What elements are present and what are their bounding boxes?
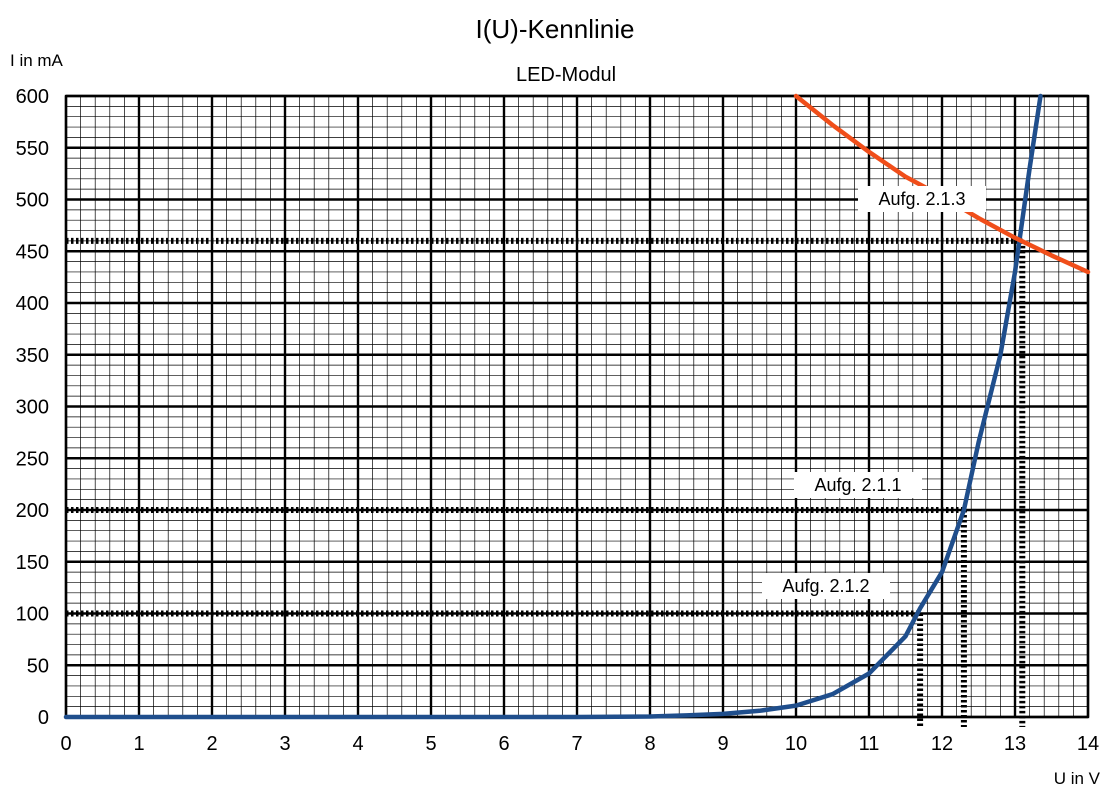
annotation-label: Aufg. 2.1.1 [814,475,901,495]
y-tick-label: 250 [16,448,49,470]
y-tick-label: 100 [16,604,49,626]
y-tick-label: 350 [16,345,49,367]
annotation-labels: Aufg. 2.1.3 Aufg. 2.1.1 Aufg. 2.1.2 [762,186,986,599]
x-tick-label: 7 [571,733,582,755]
y-axis-label: I in mA [10,51,64,70]
annotation-label-bg [762,573,890,599]
reference-lines [66,237,1026,727]
y-tick-label: 600 [16,86,49,108]
y-tick-label: 450 [16,241,49,263]
chart-title: I(U)-Kennlinie [476,14,635,44]
x-axis-label: U in V [1054,769,1101,787]
x-tick-label: 4 [352,733,363,755]
y-tick-label: 150 [16,552,49,574]
x-tick-label: 5 [425,733,436,755]
x-tick-label: 12 [931,733,953,755]
series-line [63,93,1043,720]
y-tick-label: 400 [16,293,49,315]
x-tick-label: 8 [644,733,655,755]
y-tick-label: 0 [38,707,49,729]
x-tick-label: 0 [60,733,71,755]
y-tick-labels: 0 50 100 150 200 250 300 350 400 450 500 550 600 [16,86,49,729]
y-tick-label: 200 [16,500,49,522]
y-tick-label: 300 [16,397,49,419]
x-tick-label: 10 [785,733,807,755]
x-tick-label: 1 [133,733,144,755]
y-tick-label: 50 [27,655,49,677]
y-tick-label: 550 [16,138,49,160]
x-tick-label: 3 [279,733,290,755]
annotation-label: Aufg. 2.1.3 [878,189,965,209]
x-tick-label: 2 [206,733,217,755]
x-tick-label: 14 [1077,733,1099,755]
x-tick-labels: 0 1 2 3 4 5 6 7 8 9 10 11 12 13 14 [60,733,1099,755]
x-tick-label: 9 [717,733,728,755]
chart-subtitle: LED-Modul [516,64,616,86]
x-tick-label: 11 [859,733,880,755]
x-tick-label: 13 [1004,733,1026,755]
annotation-label: Aufg. 2.1.2 [782,576,869,596]
x-tick-label: 6 [498,733,509,755]
annotation-label-bg [858,186,986,212]
y-tick-label: 500 [16,190,49,212]
annotation-label-bg [794,472,922,498]
